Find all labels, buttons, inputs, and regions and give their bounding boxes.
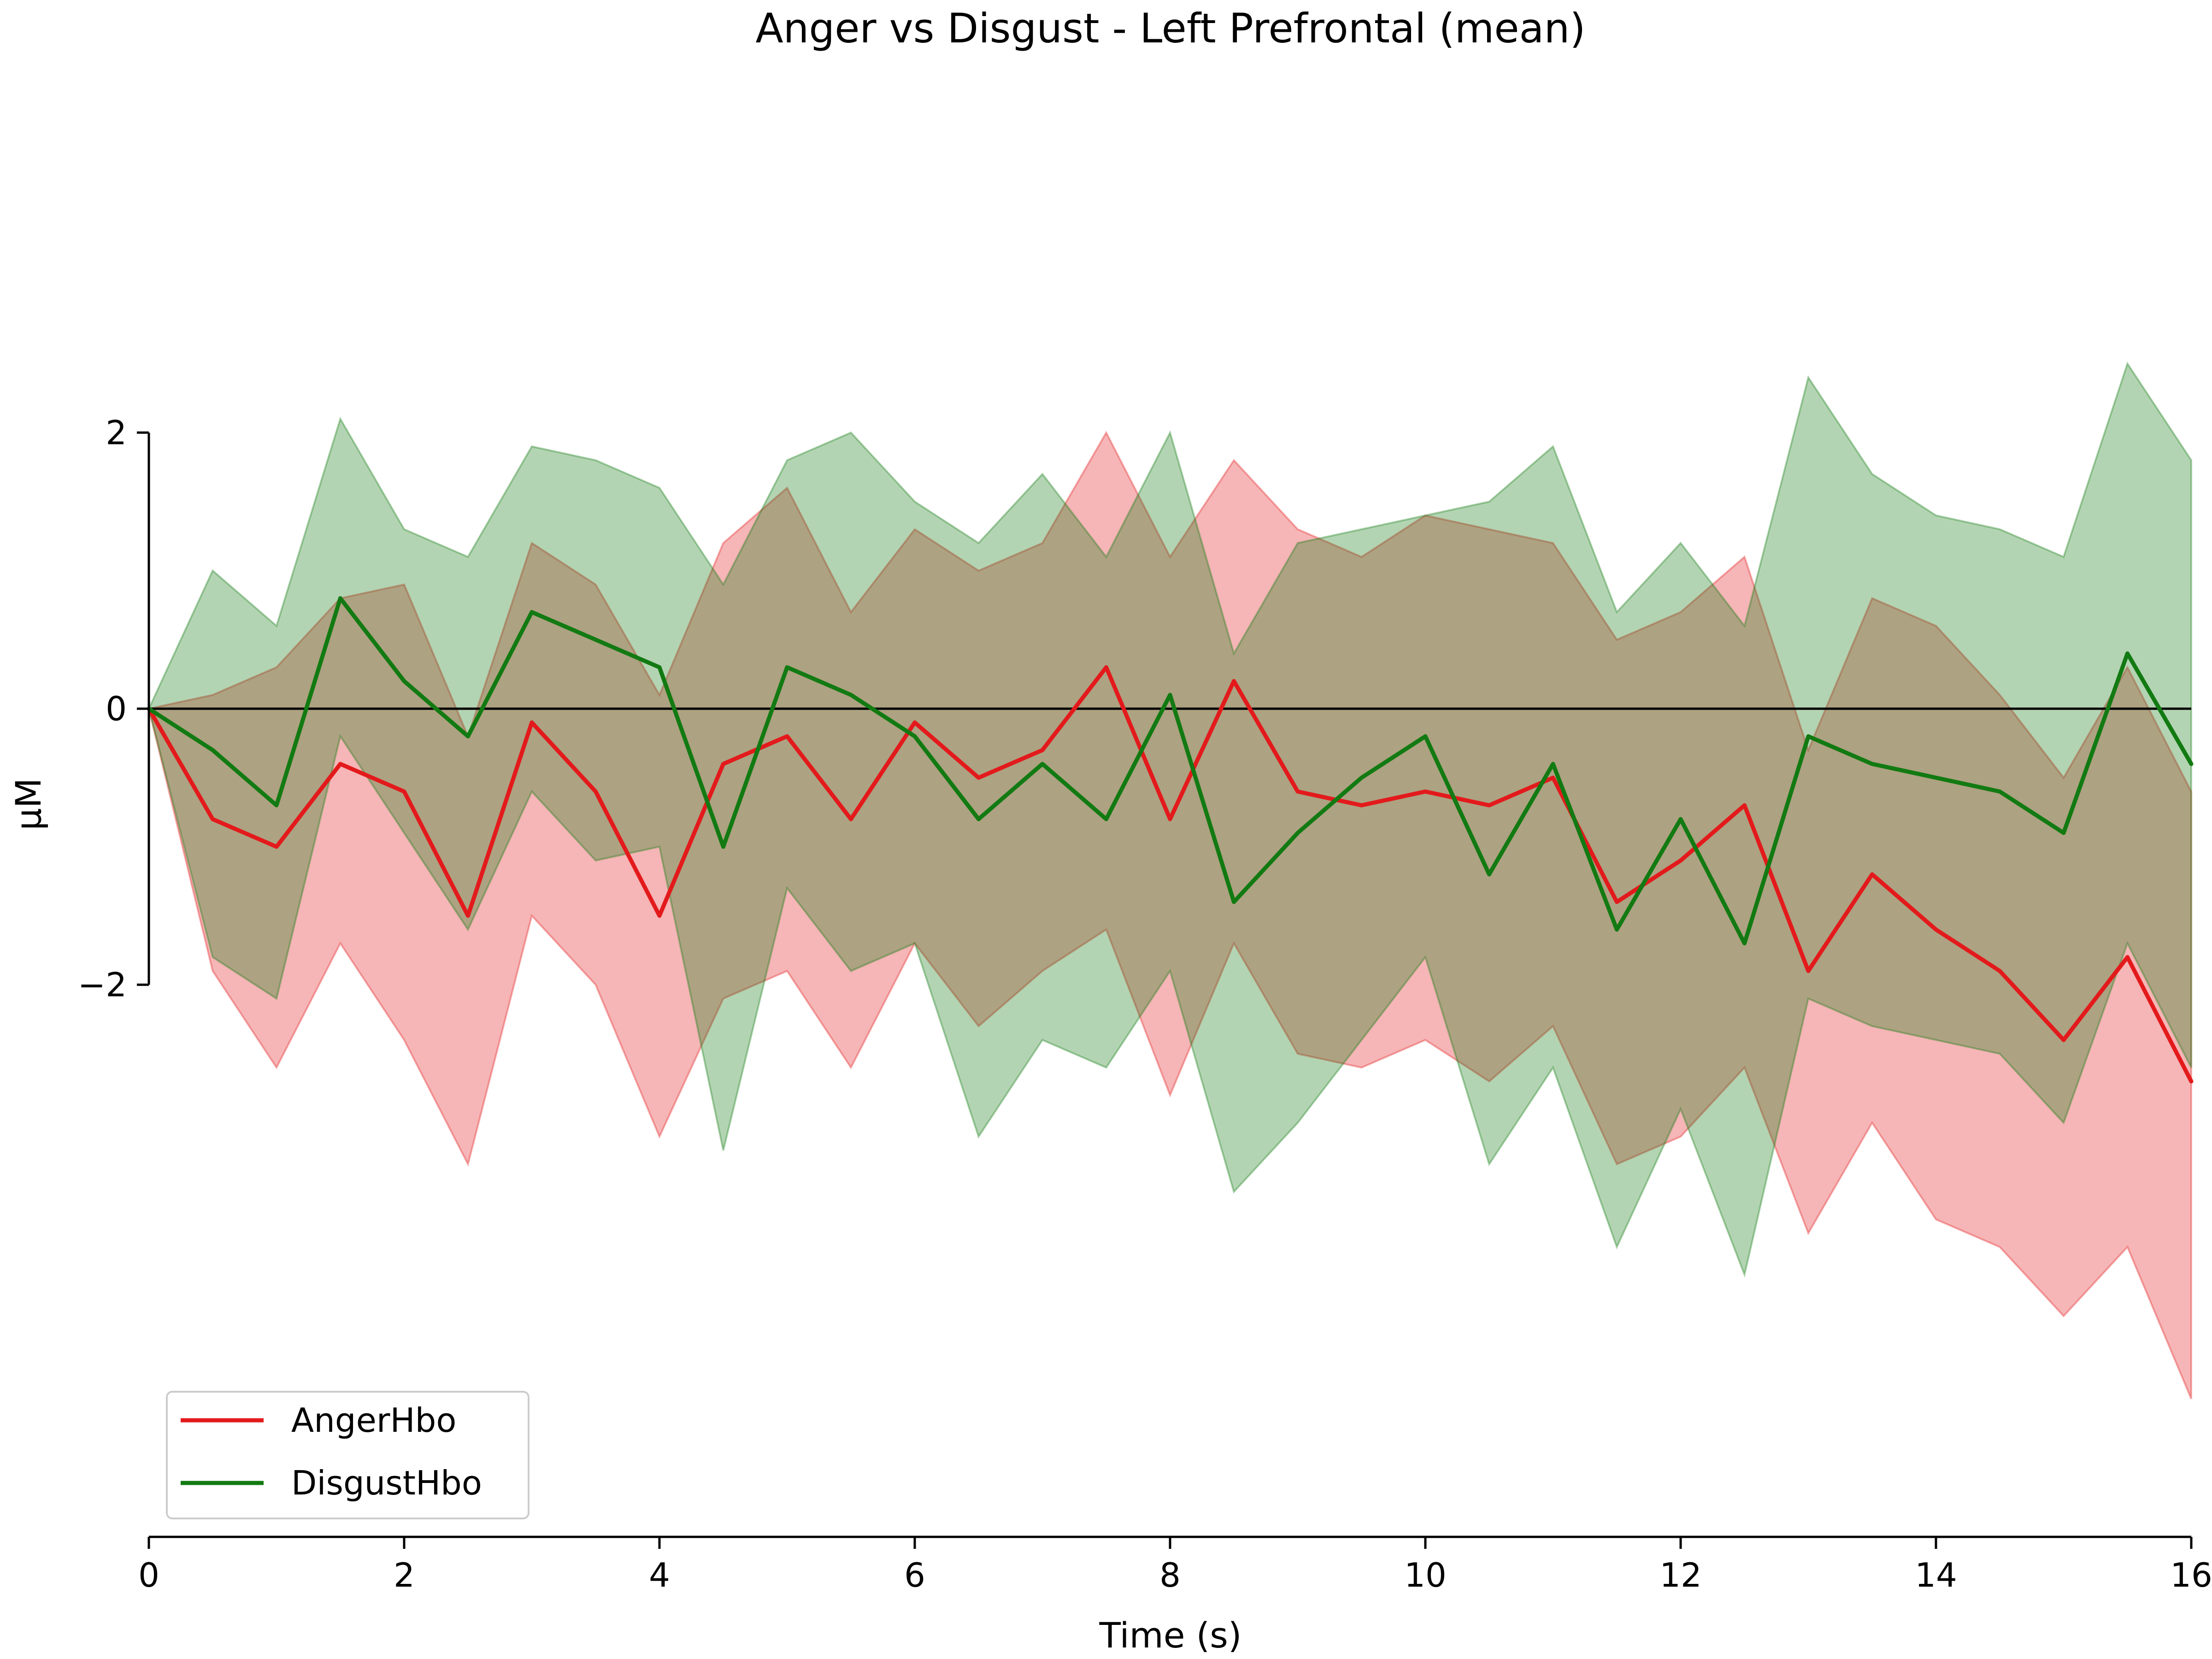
x-tick-label: 0: [138, 1556, 159, 1594]
x-tick-label: 4: [649, 1556, 670, 1594]
y-tick-label: 2: [106, 413, 127, 452]
chart-title: Anger vs Disgust - Left Prefrontal (mean…: [755, 5, 1585, 52]
series-line-angerhbo: [147, 665, 2194, 1084]
x-tick-label: 10: [1404, 1556, 1447, 1594]
legend: AngerHbo DisgustHbo: [166, 1391, 529, 1519]
y-tick-label: −2: [78, 965, 127, 1004]
x-tick-label: 2: [394, 1556, 415, 1594]
legend-label-disgusthbo: DisgustHbo: [291, 1464, 482, 1502]
legend-frame: [166, 1391, 529, 1519]
x-tick-label: 6: [904, 1556, 925, 1594]
confidence-bands: [147, 361, 2192, 1400]
x-tick-label: 12: [1659, 1556, 1702, 1594]
confidence-band-angerhbo: [147, 430, 2192, 1400]
x-axis: 0 2 4 6 8 10 12 14 16: [138, 1535, 2212, 1594]
series-lines: [147, 596, 2194, 1084]
x-tick-label: 16: [2170, 1556, 2212, 1594]
series-line-disgusthbo: [147, 596, 2194, 946]
y-tick-label: 0: [106, 689, 127, 728]
y-axis: −2 0 2: [78, 413, 150, 1004]
y-axis-label: µM: [8, 778, 49, 830]
x-axis-label: Time (s): [1099, 1615, 1241, 1656]
x-tick-label: 8: [1159, 1556, 1181, 1594]
x-tick-label: 14: [1915, 1556, 1957, 1594]
legend-label-angerhbo: AngerHbo: [291, 1401, 456, 1440]
